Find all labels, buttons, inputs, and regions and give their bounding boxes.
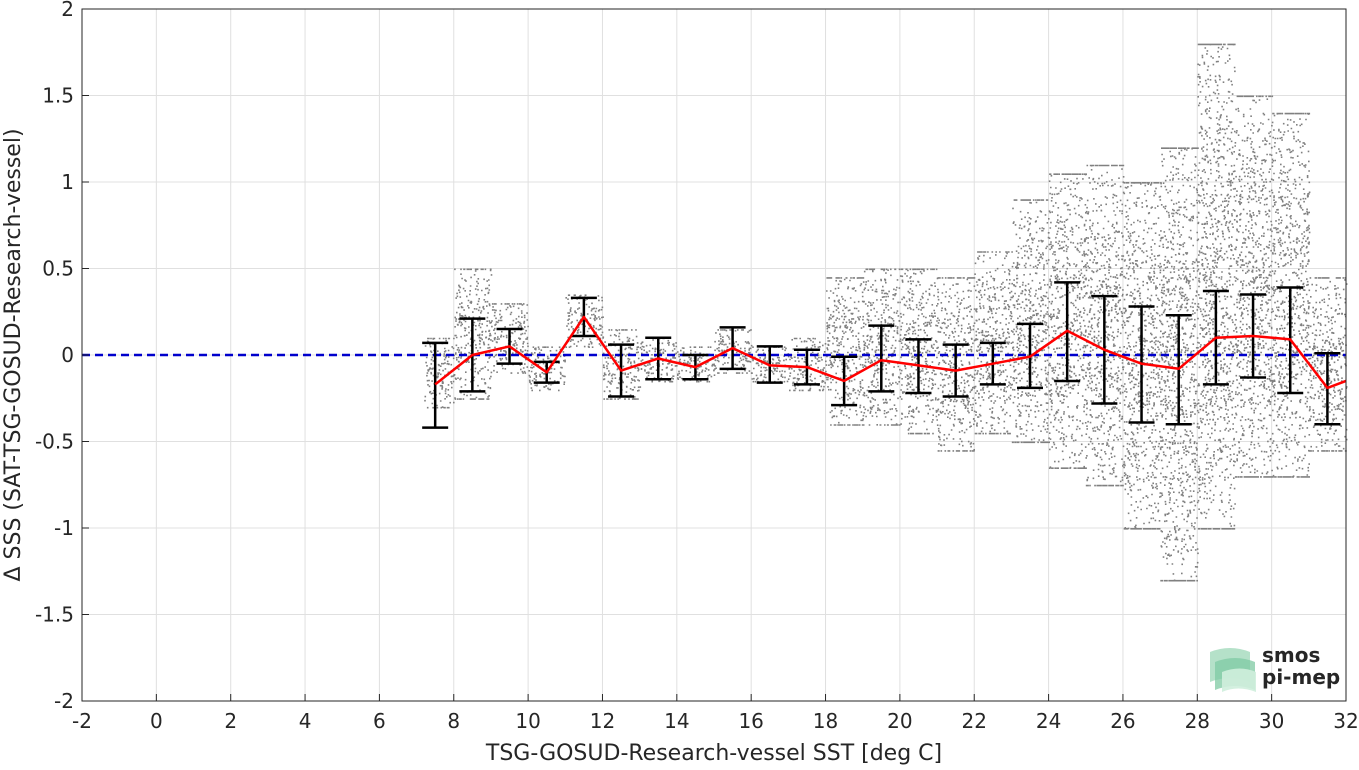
x-tick-label: 14	[664, 709, 689, 733]
x-tick-label: -2	[72, 709, 92, 733]
x-tick-label: 20	[887, 709, 912, 733]
x-tick-label: 12	[590, 709, 615, 733]
x-tick-label: 18	[813, 709, 838, 733]
x-tick-label: 22	[962, 709, 987, 733]
y-tick-label: 0	[61, 343, 74, 367]
x-axis-ticks: -2 0 2 4 6 8 10 12 14 16 18 20 22 24 26 28 30 32	[72, 694, 1359, 733]
error-bar	[868, 324, 895, 393]
x-tick-label: 0	[150, 709, 163, 733]
y-axis-label: Δ SSS (SAT-TSG-GOSUD-Research-vessel)	[1, 128, 26, 581]
x-tick-label: 26	[1110, 709, 1135, 733]
y-tick-label: 2	[61, 0, 74, 21]
logo-text-smos: smos	[1262, 643, 1320, 667]
y-tick-label: -2	[54, 689, 74, 713]
x-tick-label: 24	[1036, 709, 1061, 733]
error-bar	[422, 341, 449, 429]
smos-pi-mep-logo: smos pi-mep	[1210, 643, 1340, 692]
scatter-cloud	[424, 43, 1348, 582]
y-tick-label: 1.5	[42, 84, 74, 108]
x-tick-label: 6	[373, 709, 386, 733]
y-tick-label: -1	[54, 516, 74, 540]
y-tick-label: 0.5	[42, 257, 74, 281]
x-tick-label: 4	[299, 709, 312, 733]
x-tick-label: 32	[1333, 709, 1358, 733]
x-tick-label: 28	[1185, 709, 1210, 733]
y-axis-ticks: 2 1.5 1 0.5 0 -0.5 -1 -1.5 -2	[35, 0, 89, 713]
mean-line	[434, 315, 1347, 390]
mean-line-series	[434, 315, 1347, 390]
scatter-points	[424, 43, 1348, 582]
y-tick-label: -0.5	[35, 430, 74, 454]
x-axis-label: TSG-GOSUD-Research-vessel SST [deg C]	[485, 741, 942, 766]
logo-text-pimep: pi-mep	[1262, 665, 1340, 689]
x-tick-label: 8	[447, 709, 460, 733]
x-tick-label: 30	[1259, 709, 1284, 733]
y-tick-label: -1.5	[35, 603, 74, 627]
x-tick-label: 16	[738, 709, 763, 733]
logo-wave-3	[1222, 668, 1256, 692]
x-tick-label: 2	[224, 709, 237, 733]
y-tick-label: 1	[61, 170, 74, 194]
x-tick-label: 10	[515, 709, 540, 733]
